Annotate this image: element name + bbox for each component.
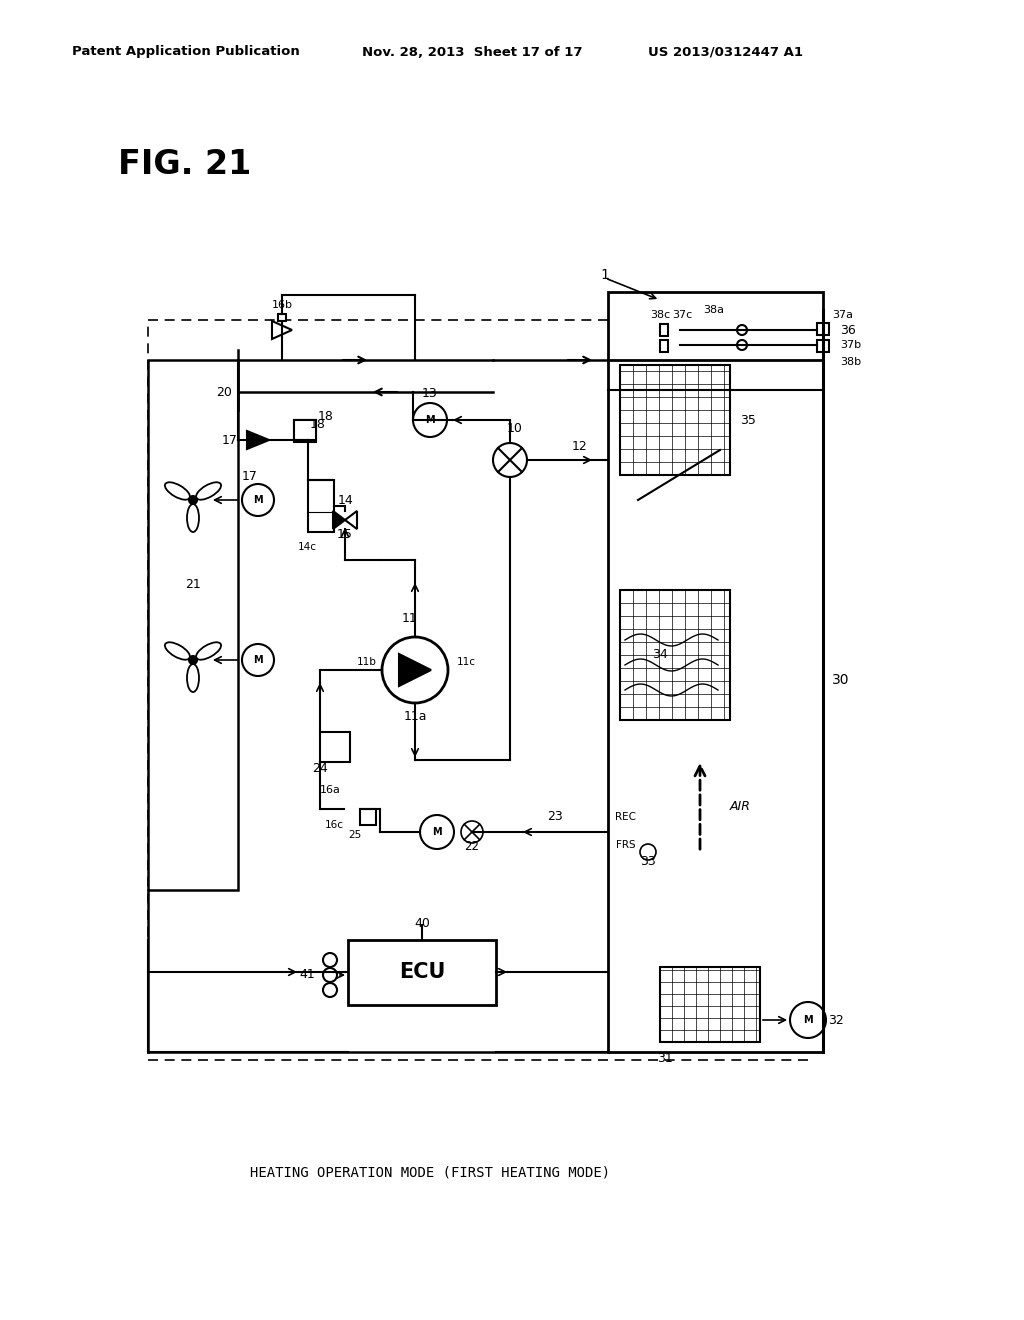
Text: 16b: 16b	[271, 300, 293, 310]
Text: 40: 40	[414, 917, 430, 931]
Text: FIG. 21: FIG. 21	[118, 149, 251, 181]
Text: ECU: ECU	[398, 962, 445, 982]
Bar	[660, 968, 760, 1041]
Text: 15: 15	[337, 528, 353, 541]
Polygon shape	[272, 321, 292, 339]
Text: M: M	[253, 495, 263, 506]
Text: 32: 32	[828, 1014, 844, 1027]
Bar	[360, 809, 376, 825]
Text: 37a: 37a	[831, 310, 853, 319]
Text: 22: 22	[465, 840, 479, 853]
Text: 24: 24	[312, 762, 328, 775]
Text: 21: 21	[185, 578, 201, 591]
Bar	[348, 940, 496, 1005]
Text: 18: 18	[318, 411, 334, 422]
Bar	[817, 341, 829, 352]
Text: 37b: 37b	[840, 341, 861, 350]
Text: 34: 34	[652, 648, 668, 661]
Text: REC: REC	[615, 812, 637, 822]
Text: 12: 12	[572, 440, 588, 453]
Text: Nov. 28, 2013  Sheet 17 of 17: Nov. 28, 2013 Sheet 17 of 17	[362, 45, 583, 58]
Circle shape	[323, 968, 337, 982]
Text: 10: 10	[507, 422, 523, 436]
Text: Patent Application Publication: Patent Application Publication	[72, 45, 300, 58]
Text: 17: 17	[222, 433, 238, 446]
Bar	[817, 323, 829, 335]
Text: 36: 36	[840, 323, 856, 337]
Circle shape	[242, 644, 274, 676]
Circle shape	[189, 656, 197, 664]
Ellipse shape	[197, 482, 221, 500]
Circle shape	[640, 843, 656, 861]
Circle shape	[242, 484, 274, 516]
Text: 23: 23	[547, 810, 563, 822]
Bar	[278, 314, 286, 321]
Circle shape	[382, 638, 449, 704]
Text: 1: 1	[600, 268, 609, 282]
Text: 38c: 38c	[650, 310, 670, 319]
Text: 11a: 11a	[403, 710, 427, 723]
Ellipse shape	[165, 482, 189, 500]
Text: M: M	[425, 414, 435, 425]
Circle shape	[790, 1002, 826, 1038]
Text: M: M	[253, 655, 263, 665]
Text: 16c: 16c	[325, 820, 344, 830]
Bar	[620, 366, 730, 475]
Bar	[660, 341, 668, 352]
Ellipse shape	[165, 643, 189, 660]
Text: 35: 35	[740, 413, 756, 426]
Bar	[620, 590, 730, 719]
Polygon shape	[345, 511, 357, 529]
Polygon shape	[333, 511, 345, 529]
Bar	[294, 420, 316, 442]
Text: M: M	[803, 1015, 813, 1026]
Text: 11: 11	[402, 612, 418, 624]
Circle shape	[420, 814, 454, 849]
Circle shape	[413, 403, 447, 437]
Ellipse shape	[197, 643, 221, 660]
Ellipse shape	[187, 664, 199, 692]
Text: 33: 33	[640, 855, 656, 869]
Text: 17: 17	[242, 470, 258, 483]
Text: 38b: 38b	[840, 356, 861, 367]
Circle shape	[461, 821, 483, 843]
Text: 20: 20	[216, 385, 232, 399]
Text: M: M	[432, 828, 441, 837]
Text: 16a: 16a	[319, 785, 341, 795]
Text: 25: 25	[348, 830, 361, 840]
Bar	[308, 480, 334, 532]
Text: 38a: 38a	[703, 305, 725, 315]
Circle shape	[189, 496, 197, 504]
Text: 13: 13	[422, 387, 438, 400]
Bar	[608, 292, 823, 1052]
Text: 14c: 14c	[298, 543, 316, 552]
Circle shape	[737, 341, 746, 350]
Ellipse shape	[187, 504, 199, 532]
Circle shape	[323, 953, 337, 968]
Bar	[148, 360, 238, 890]
Bar	[148, 319, 808, 1060]
Bar	[294, 420, 316, 440]
Text: 41: 41	[299, 969, 315, 982]
Text: 31: 31	[657, 1052, 673, 1065]
Polygon shape	[399, 653, 431, 686]
Text: 37c: 37c	[672, 310, 692, 319]
Bar	[319, 733, 350, 762]
Text: HEATING OPERATION MODE (FIRST HEATING MODE): HEATING OPERATION MODE (FIRST HEATING MO…	[250, 1166, 610, 1179]
Text: AIR: AIR	[730, 800, 751, 813]
Text: 18: 18	[310, 418, 326, 432]
Polygon shape	[247, 432, 269, 449]
Circle shape	[737, 325, 746, 335]
Text: 11c: 11c	[457, 657, 476, 667]
Text: 14: 14	[338, 494, 353, 507]
Text: 11b: 11b	[357, 657, 377, 667]
Bar	[660, 323, 668, 337]
Text: US 2013/0312447 A1: US 2013/0312447 A1	[648, 45, 803, 58]
Circle shape	[493, 444, 527, 477]
Text: 30: 30	[831, 673, 850, 686]
Text: FRS: FRS	[616, 840, 636, 850]
Circle shape	[323, 983, 337, 997]
